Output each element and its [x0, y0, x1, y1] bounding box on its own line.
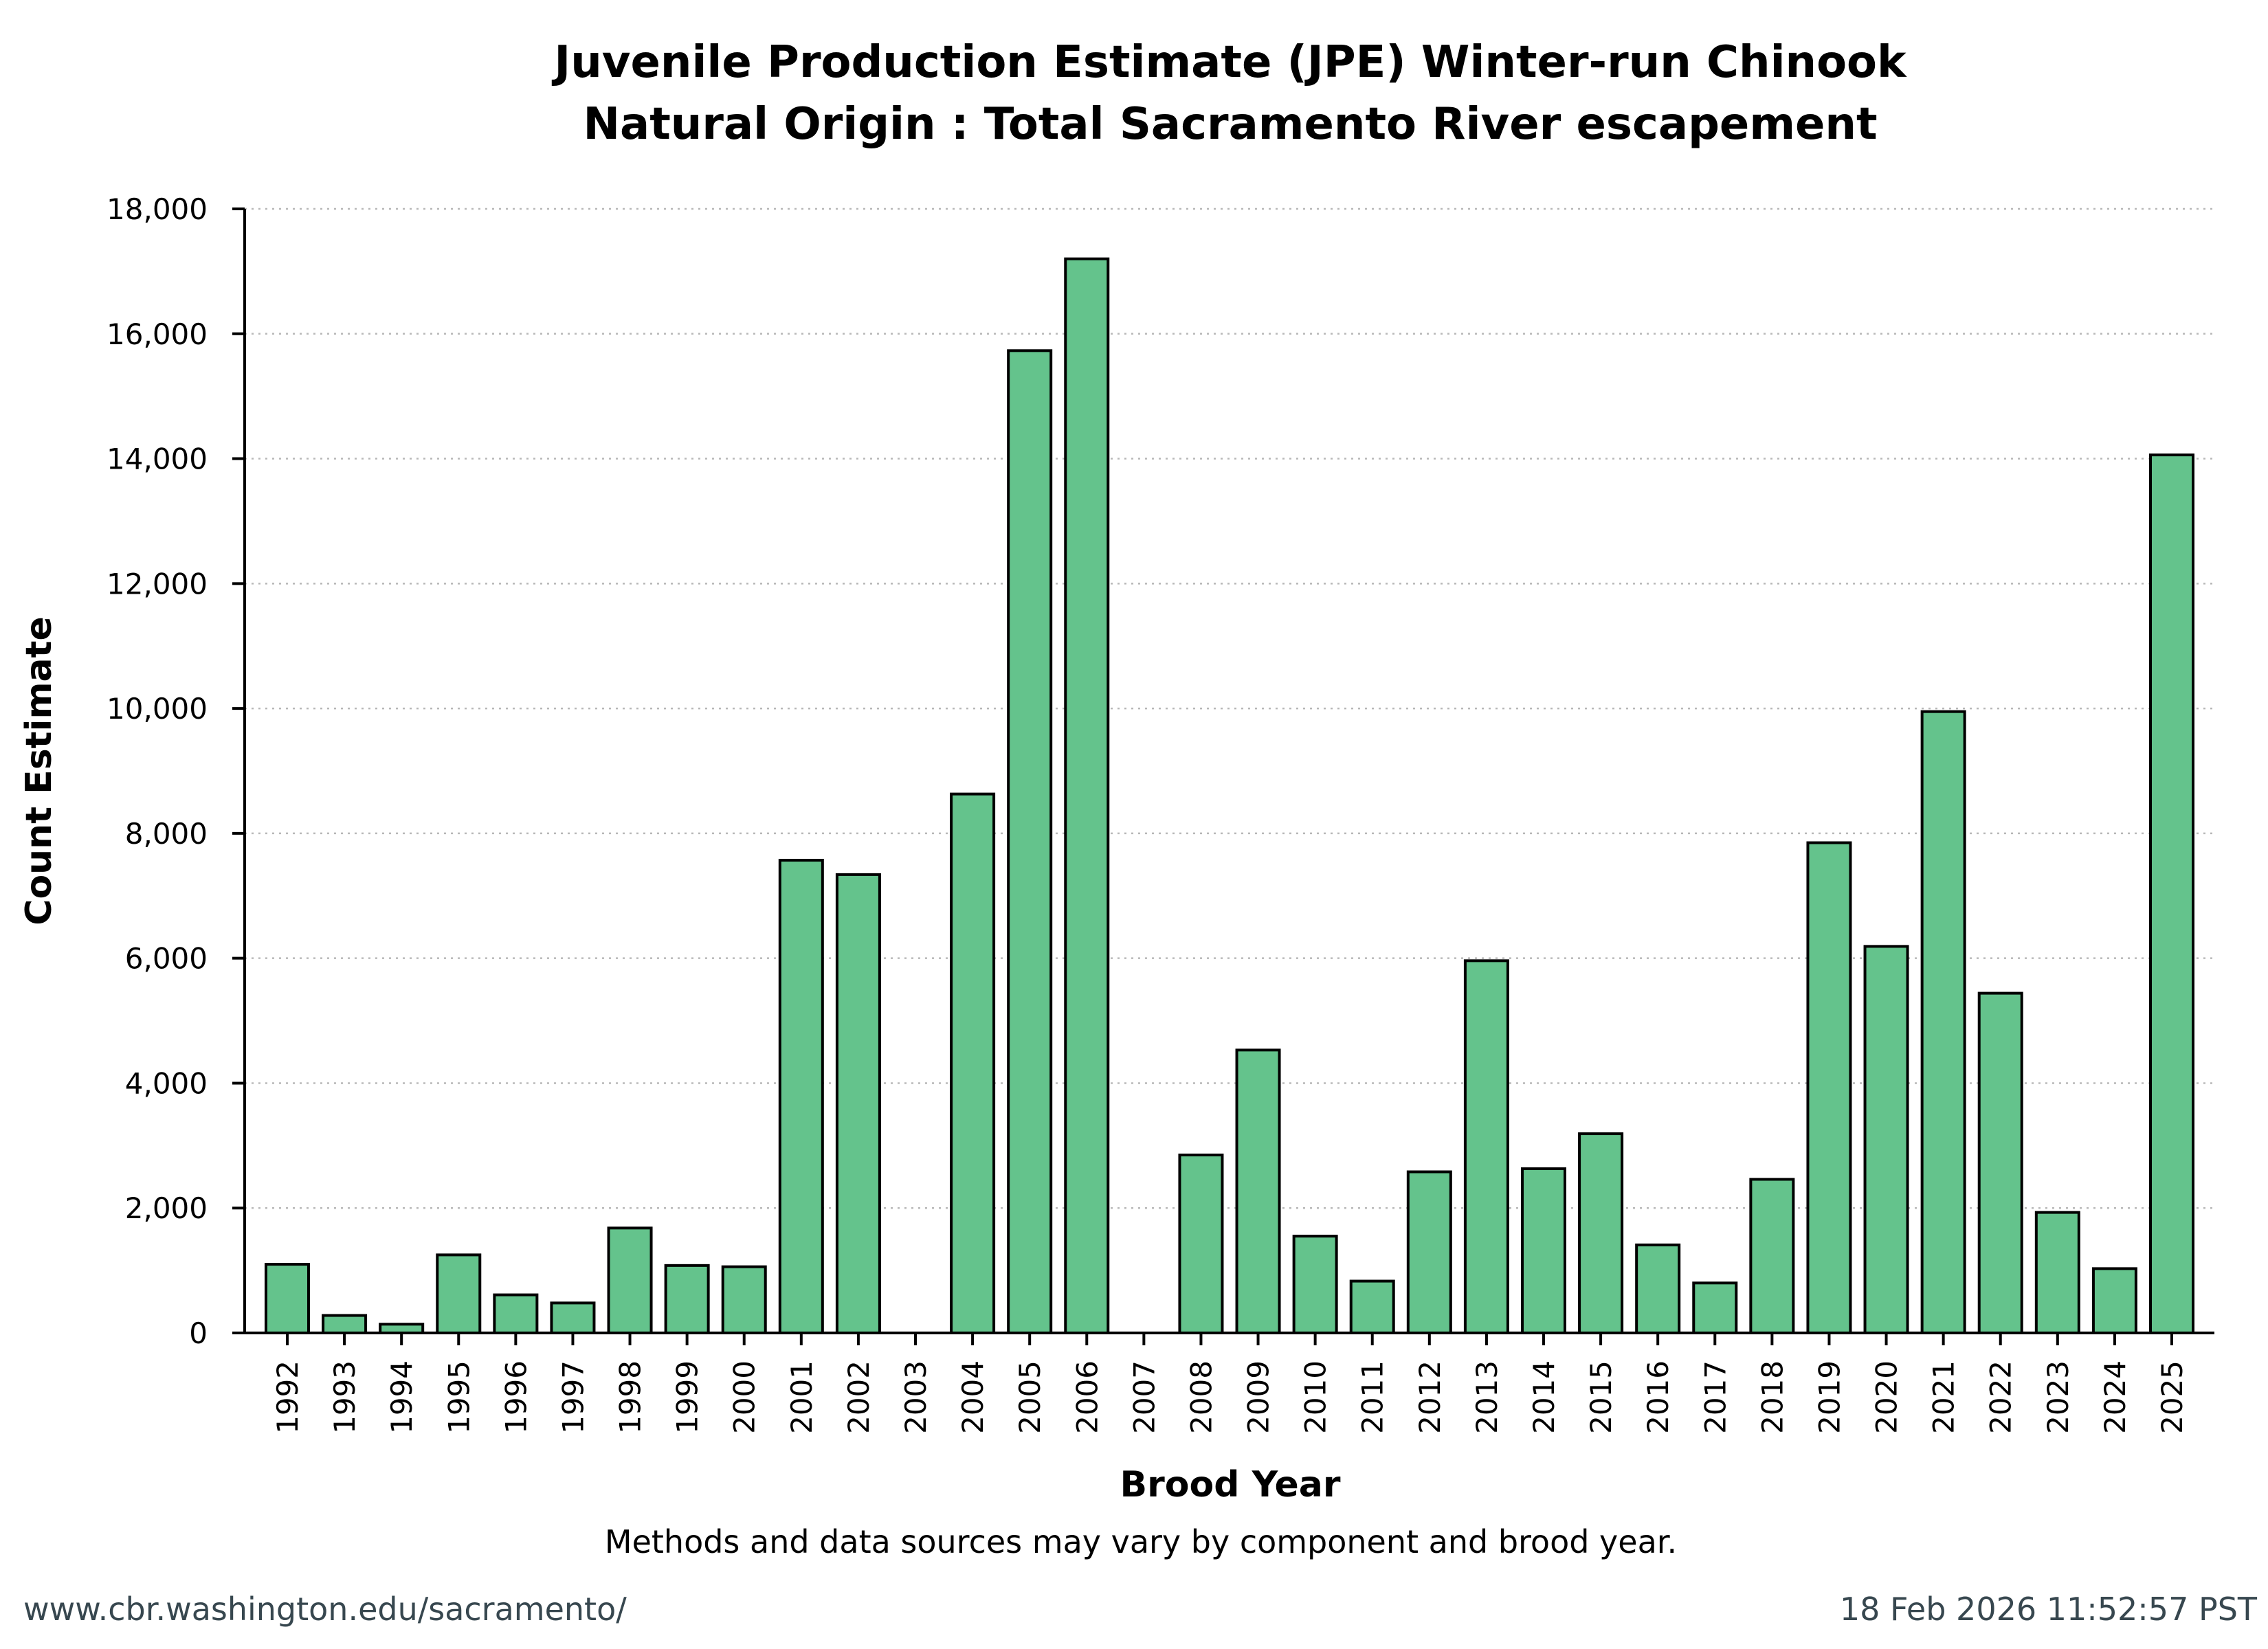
x-tick-label-2008: 2008 [1184, 1360, 1218, 1434]
bar-2000 [721, 1265, 767, 1335]
x-tick-label-2013: 2013 [1470, 1360, 1504, 1434]
axes [243, 209, 2214, 1334]
y-tick-label: 0 [189, 1316, 208, 1350]
x-tick-label-1996: 1996 [499, 1360, 533, 1434]
bar-2009 [1235, 1048, 1281, 1334]
chart-subtitle: Natural Origin : Total Sacramento River … [583, 99, 1877, 150]
x-tick-label-2022: 2022 [1984, 1360, 2018, 1434]
x-tick-label-1999: 1999 [671, 1360, 704, 1434]
x-tick-label-2012: 2012 [1413, 1360, 1447, 1434]
bar-2023 [2034, 1211, 2080, 1335]
bar-2012 [1406, 1170, 1452, 1335]
footer-url-link[interactable]: www.cbr.washington.edu/sacramento/ [23, 1591, 627, 1628]
gridlines [245, 207, 2214, 1209]
y-tick-label: 18,000 [107, 192, 208, 226]
x-tick-label-2005: 2005 [1013, 1360, 1047, 1434]
x-tick-label-1997: 1997 [556, 1360, 590, 1434]
methods-note: Methods and data sources may vary by com… [605, 1523, 1677, 1560]
x-tick-label-1995: 1995 [442, 1360, 476, 1434]
bar-2019 [1806, 841, 1852, 1334]
x-tick-label-2002: 2002 [842, 1360, 876, 1434]
x-tick-label-2001: 2001 [785, 1360, 819, 1434]
bar-2020 [1863, 945, 1909, 1335]
x-tick-label-1994: 1994 [385, 1360, 419, 1434]
y-ticks: 0 2,000 4,000 6,000 8,000 10,000 12,000 14,000 1… [107, 192, 245, 1350]
x-tick-label-2011: 2011 [1356, 1360, 1390, 1434]
bar-2018 [1749, 1178, 1795, 1334]
bar-2024 [2091, 1267, 2137, 1334]
y-axis-label: Count Estimate [19, 616, 60, 925]
x-tick-label-2016: 2016 [1641, 1360, 1675, 1434]
bar-2008 [1178, 1153, 1224, 1334]
x-tick-label-1992: 1992 [271, 1360, 304, 1434]
x-tick-label-2006: 2006 [1070, 1360, 1104, 1434]
x-axis-label: Brood Year [1120, 1464, 1341, 1505]
bar-2021 [1920, 710, 1966, 1334]
bar-1998 [607, 1226, 653, 1334]
y-tick-label: 8,000 [125, 817, 208, 851]
bar-2001 [778, 858, 824, 1334]
y-tick-label: 16,000 [107, 317, 208, 351]
x-tick-label-2007: 2007 [1127, 1360, 1161, 1434]
y-tick-label: 12,000 [107, 567, 208, 601]
x-tick-label-2004: 2004 [956, 1360, 990, 1434]
y-tick-label: 2,000 [125, 1191, 208, 1225]
bar-1992 [265, 1263, 310, 1334]
chart-title: Juvenile Production Estimate (JPE) Winte… [551, 37, 1907, 88]
bar-2011 [1349, 1279, 1395, 1335]
bar-1999 [664, 1264, 710, 1334]
x-tick-label-2015: 2015 [1584, 1360, 1618, 1434]
x-tick-label-2019: 2019 [1812, 1360, 1846, 1434]
y-tick-label: 4,000 [125, 1066, 208, 1100]
x-tick-label-2025: 2025 [2155, 1360, 2189, 1434]
x-tick-label-2014: 2014 [1527, 1360, 1561, 1434]
bar-2002 [835, 873, 881, 1335]
bar-2006 [1064, 257, 1110, 1335]
bar-2025 [2149, 453, 2194, 1335]
bar-2004 [950, 792, 996, 1334]
x-tick-label-1993: 1993 [328, 1360, 362, 1434]
y-tick-label: 6,000 [125, 942, 208, 976]
x-tick-label-2000: 2000 [728, 1360, 761, 1434]
bar-1993 [322, 1314, 368, 1335]
bar-2017 [1692, 1281, 1738, 1335]
x-tick-label-2009: 2009 [1242, 1360, 1276, 1434]
bar-1997 [550, 1301, 596, 1334]
bar-2015 [1578, 1132, 1624, 1334]
bar-2010 [1292, 1235, 1338, 1334]
bar-2013 [1463, 959, 1509, 1334]
x-tick-label-2024: 2024 [2098, 1360, 2132, 1434]
bar-2014 [1521, 1167, 1566, 1335]
x-ticks: 1992 1993 1994 1995 1996 1997 1998 1999 2000 2001… [271, 1333, 2189, 1434]
x-tick-label-1998: 1998 [614, 1360, 647, 1434]
x-tick-label-2023: 2023 [2041, 1360, 2075, 1434]
x-tick-label-2021: 2021 [1927, 1360, 1961, 1434]
x-tick-label-2020: 2020 [1870, 1360, 1904, 1434]
x-tick-label-2018: 2018 [1755, 1360, 1789, 1434]
bar-2016 [1635, 1243, 1681, 1335]
bar-1995 [436, 1253, 482, 1335]
x-tick-label-2010: 2010 [1299, 1360, 1333, 1434]
bar-1996 [493, 1293, 539, 1334]
bar-2022 [1977, 991, 2023, 1334]
x-tick-label-2017: 2017 [1698, 1360, 1732, 1434]
y-tick-label: 14,000 [107, 442, 208, 476]
footer-timestamp: 18 Feb 2026 11:52:57 PST [1840, 1591, 2258, 1628]
bars [265, 257, 2194, 1335]
bar-2005 [1007, 349, 1053, 1335]
x-tick-label-2003: 2003 [899, 1360, 933, 1434]
y-tick-label: 10,000 [107, 692, 208, 726]
